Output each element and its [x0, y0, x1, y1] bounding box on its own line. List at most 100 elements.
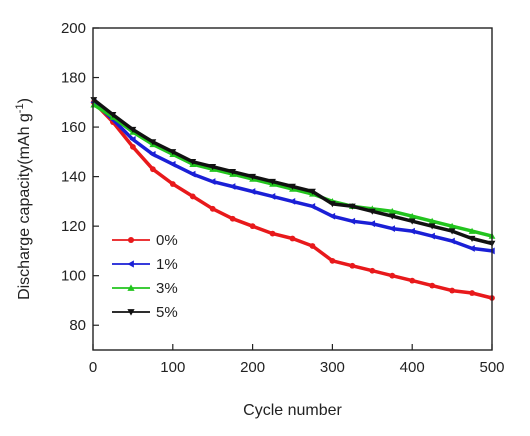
data-point: [229, 215, 236, 222]
y-axis-title-sup: -1: [14, 103, 26, 113]
data-point: [468, 235, 476, 242]
data-point: [209, 178, 216, 185]
data-point: [189, 170, 196, 178]
data-point: [329, 212, 336, 220]
y-tick-label: 100: [61, 268, 86, 285]
data-point: [309, 243, 316, 249]
data-point: [209, 205, 216, 212]
y-tick-label: 160: [61, 119, 86, 136]
data-point: [229, 168, 237, 176]
data-point: [408, 227, 415, 235]
x-axis: 0 100 200 300 400 500: [89, 344, 505, 376]
data-point: [189, 159, 197, 166]
data-point: [428, 217, 436, 224]
y-tick-label: 200: [61, 20, 86, 37]
y-axis-title-end: ): [16, 98, 33, 103]
data-point: [169, 181, 176, 187]
legend-label: 0%: [156, 232, 178, 249]
data-point: [428, 223, 436, 230]
data-point: [269, 178, 276, 185]
data-point: [409, 277, 416, 284]
data-point: [448, 222, 456, 229]
legend-label: 1%: [156, 256, 178, 273]
data-point: [289, 197, 296, 205]
data-point: [169, 149, 177, 156]
data-point: [388, 225, 395, 233]
data-point: [229, 183, 236, 190]
x-tick-label: 500: [479, 359, 504, 376]
data-point: [368, 220, 376, 228]
legend-item: 1%: [112, 256, 178, 273]
x-tick-label: 400: [400, 359, 425, 376]
x-tick-label: 200: [240, 359, 265, 376]
legend: 0% 1% 3% 5%: [112, 232, 178, 321]
data-point: [329, 201, 336, 208]
data-point: [289, 235, 296, 242]
legend-item: 3%: [112, 280, 178, 297]
y-tick-label: 80: [69, 317, 86, 334]
data-point: [109, 111, 117, 119]
data-point: [309, 188, 316, 195]
data-point: [269, 193, 276, 200]
data-point: [448, 228, 456, 235]
data-point: [388, 213, 396, 220]
y-tick-label: 140: [61, 169, 86, 186]
data-point: [209, 163, 217, 171]
legend-marker: [127, 260, 134, 268]
data-point: [429, 282, 436, 289]
data-point: [469, 290, 475, 296]
legend-marker: [127, 284, 135, 291]
data-point: [388, 207, 396, 215]
legend-label: 3%: [156, 280, 178, 297]
y-axis-title: Discharge capacity(mAh g-1): [14, 98, 33, 300]
data-point: [349, 262, 356, 269]
data-point: [129, 126, 137, 133]
x-tick-label: 100: [160, 359, 185, 376]
plot-marks: [90, 97, 496, 301]
data-point: [189, 193, 196, 200]
legend-item: 0%: [112, 232, 178, 249]
series-1: [90, 99, 495, 301]
data-point: [130, 144, 136, 150]
data-point: [449, 287, 455, 294]
data-point: [149, 150, 156, 158]
legend-label: 5%: [156, 304, 178, 321]
data-point: [149, 139, 157, 146]
data-point: [269, 230, 276, 237]
data-point: [309, 202, 316, 210]
series-4: [90, 97, 496, 247]
data-point: [408, 212, 416, 219]
legend-marker: [127, 236, 135, 244]
data-point: [90, 97, 98, 104]
data-point: [468, 245, 475, 252]
x-tick-label: 0: [89, 359, 97, 376]
data-point: [468, 227, 476, 234]
data-point: [90, 101, 98, 108]
data-point: [289, 183, 296, 190]
y-tick-label: 120: [61, 218, 86, 235]
data-point: [329, 257, 336, 264]
data-point: [368, 208, 376, 215]
legend-marker: [127, 309, 135, 316]
y-tick-label: 180: [61, 70, 86, 87]
data-point: [448, 237, 455, 245]
data-point: [408, 218, 416, 225]
series-2: [90, 98, 495, 255]
data-point: [348, 217, 356, 225]
x-tick-label: 300: [320, 359, 345, 376]
data-point: [129, 136, 136, 143]
data-point: [369, 267, 376, 274]
y-axis: 80 100 120 140 160 180 200: [61, 20, 99, 334]
data-point: [348, 203, 356, 210]
data-point: [149, 166, 156, 173]
data-point: [389, 272, 396, 279]
data-point: [249, 223, 256, 230]
data-point: [428, 232, 435, 240]
legend-item: 5%: [112, 304, 178, 321]
x-axis-title: Cycle number: [243, 402, 342, 419]
data-point: [249, 188, 256, 195]
y-axis-title-main: Discharge capacity(mAh g: [16, 113, 33, 300]
data-point: [169, 160, 176, 168]
plot-frame: [92, 27, 493, 351]
